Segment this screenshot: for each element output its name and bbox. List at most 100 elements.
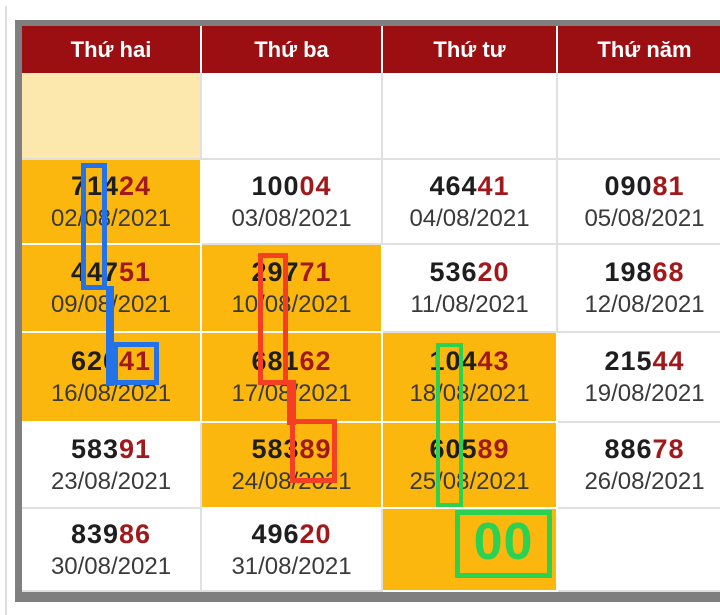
number-tail-digits: 51 xyxy=(119,257,152,288)
result-cell: 58391 23/08/2021 xyxy=(22,423,202,509)
result-cell: 29771 10/08/2021 xyxy=(202,245,383,333)
number-main-digits: 090 xyxy=(604,170,653,201)
number-tail-digits: 71 xyxy=(299,257,332,288)
result-number: 88678 xyxy=(604,434,684,465)
result-date: 17/08/2021 xyxy=(231,380,352,408)
empty-cell xyxy=(202,73,383,160)
number-main-digits: 583 xyxy=(251,434,300,465)
number-tail-digits: 44 xyxy=(652,346,685,377)
result-date: 09/08/2021 xyxy=(50,291,172,319)
number-main-digits: 681 xyxy=(251,346,300,377)
result-number: 44751 xyxy=(71,257,151,288)
result-date: 19/08/2021 xyxy=(584,380,705,408)
result-number: 53620 xyxy=(429,257,509,288)
result-cell: 21544 19/08/2021 xyxy=(558,333,720,423)
number-main-digits: 198 xyxy=(604,257,653,288)
results-grid: 71424 02/08/2021 10004 03/08/2021 46441 04/08… xyxy=(22,73,720,592)
result-cell: 60589 25/08/2021 xyxy=(383,423,558,509)
number-main-digits: 714 xyxy=(70,170,119,201)
result-cell: 53620 11/08/2021 xyxy=(383,245,558,333)
empty-cell xyxy=(558,509,720,592)
result-number: 58391 xyxy=(71,434,151,465)
result-cell: 62041 16/08/2021 xyxy=(22,333,202,423)
empty-cell xyxy=(558,73,720,160)
number-tail-digits: 62 xyxy=(299,346,332,377)
result-cell: 58389 24/08/2021 xyxy=(202,423,383,509)
weekday-header-0: Thứ hai xyxy=(22,26,202,73)
number-main-digits: 496 xyxy=(251,518,300,549)
weekday-header-row: Thứ hai Thứ ba Thứ tư Thứ năm xyxy=(22,26,720,73)
result-cell: 71424 02/08/2021 xyxy=(22,160,202,245)
result-number: 10004 xyxy=(251,171,331,202)
number-tail-digits: 04 xyxy=(299,170,332,201)
number-main-digits: 100 xyxy=(251,170,300,201)
number-tail-digits: 68 xyxy=(652,257,685,288)
number-tail-digits: 20 xyxy=(299,518,332,549)
result-number: 10443 xyxy=(429,346,509,377)
number-main-digits: 447 xyxy=(70,257,119,288)
result-date: 10/08/2021 xyxy=(231,291,352,319)
result-cell: 44751 09/08/2021 xyxy=(22,245,202,333)
result-number: 21544 xyxy=(604,346,684,377)
result-number: 49620 xyxy=(251,519,331,550)
result-date: 05/08/2021 xyxy=(584,204,705,232)
result-number: 83986 xyxy=(71,519,151,550)
weekday-header-1: Thứ ba xyxy=(202,26,383,73)
cream-empty-cell xyxy=(22,73,202,160)
number-main-digits: 464 xyxy=(429,170,478,201)
number-main-digits: 839 xyxy=(70,518,119,549)
result-date: 11/08/2021 xyxy=(410,291,529,319)
result-date: 18/08/2021 xyxy=(409,380,530,408)
result-number: 60589 xyxy=(429,434,509,465)
zero-prediction-cell xyxy=(383,509,558,592)
result-cell: 49620 31/08/2021 xyxy=(202,509,383,592)
result-date: 04/08/2021 xyxy=(409,204,530,232)
result-cell: 68162 17/08/2021 xyxy=(202,333,383,423)
result-number: 46441 xyxy=(429,171,509,202)
result-number: 68162 xyxy=(251,346,331,377)
number-tail-digits: 24 xyxy=(119,170,152,201)
number-tail-digits: 43 xyxy=(477,346,510,377)
number-tail-digits: 89 xyxy=(477,434,510,465)
number-main-digits: 104 xyxy=(429,346,478,377)
result-date: 26/08/2021 xyxy=(584,468,705,496)
number-main-digits: 536 xyxy=(429,257,478,288)
page-edge-line xyxy=(5,6,7,615)
number-main-digits: 620 xyxy=(70,346,119,377)
result-date: 25/08/2021 xyxy=(409,468,530,496)
lottery-calendar-table: Thứ hai Thứ ba Thứ tư Thứ năm 71424 02/08/20… xyxy=(15,20,720,602)
result-date: 30/08/2021 xyxy=(50,552,172,580)
result-cell: 09081 05/08/2021 xyxy=(558,160,720,245)
number-tail-digits: 41 xyxy=(477,170,510,201)
result-number: 29771 xyxy=(251,257,331,288)
result-cell: 83986 30/08/2021 xyxy=(22,509,202,592)
result-date: 23/08/2021 xyxy=(50,468,172,496)
number-tail-digits: 86 xyxy=(119,518,152,549)
result-number: 19868 xyxy=(604,257,684,288)
result-number: 58389 xyxy=(251,434,331,465)
result-cell: 10443 18/08/2021 xyxy=(383,333,558,423)
result-cell: 19868 12/08/2021 xyxy=(558,245,720,333)
result-number: 09081 xyxy=(604,171,684,202)
number-tail-digits: 81 xyxy=(652,170,685,201)
number-tail-digits: 41 xyxy=(119,346,152,377)
weekday-header-3: Thứ năm xyxy=(558,26,720,73)
result-date: 16/08/2021 xyxy=(50,380,172,408)
empty-cell xyxy=(383,73,558,160)
number-tail-digits: 89 xyxy=(299,434,332,465)
number-main-digits: 583 xyxy=(70,434,119,465)
number-main-digits: 297 xyxy=(251,257,300,288)
number-main-digits: 886 xyxy=(604,434,653,465)
result-date: 24/08/2021 xyxy=(231,468,352,496)
result-number: 71424 xyxy=(71,171,151,202)
result-cell: 46441 04/08/2021 xyxy=(383,160,558,245)
result-date: 02/08/2021 xyxy=(50,204,172,232)
number-tail-digits: 78 xyxy=(652,434,685,465)
result-cell: 88678 26/08/2021 xyxy=(558,423,720,509)
result-date: 31/08/2021 xyxy=(231,552,352,580)
number-tail-digits: 20 xyxy=(477,257,510,288)
result-date: 12/08/2021 xyxy=(584,291,705,319)
number-main-digits: 605 xyxy=(429,434,478,465)
number-main-digits: 215 xyxy=(604,346,653,377)
